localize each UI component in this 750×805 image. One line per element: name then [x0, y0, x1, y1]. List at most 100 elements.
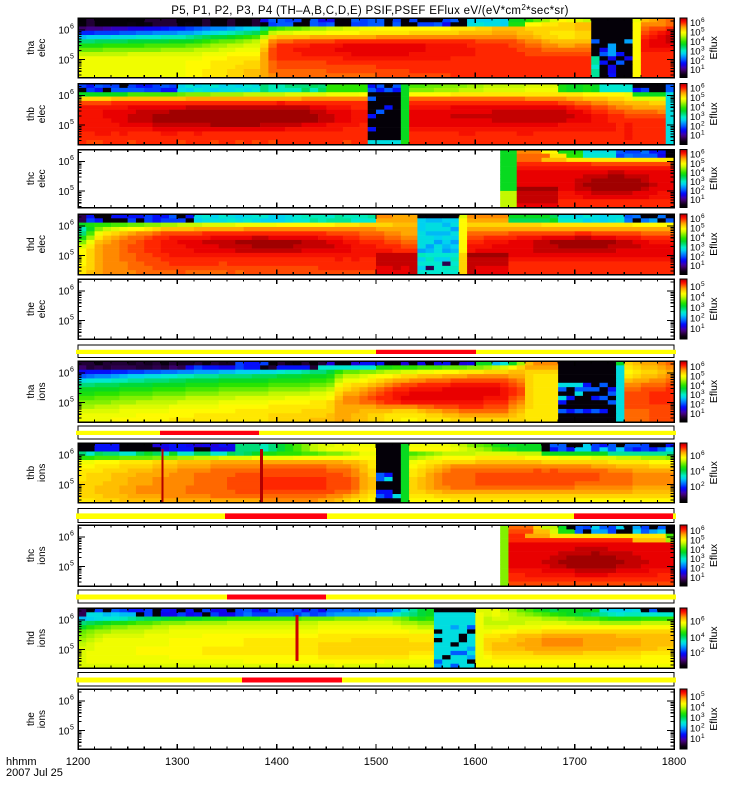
svg-text:Eflux: Eflux	[708, 102, 720, 126]
svg-text:5: 5	[70, 479, 74, 486]
svg-text:10: 10	[58, 481, 70, 492]
svg-text:10: 10	[690, 314, 701, 325]
svg-text:10: 10	[690, 724, 701, 735]
svg-text:1200: 1200	[66, 756, 90, 768]
svg-text:elec: elec	[37, 169, 48, 187]
svg-text:10: 10	[690, 703, 701, 714]
svg-text:Eflux: Eflux	[708, 379, 720, 403]
svg-text:3: 3	[701, 302, 705, 309]
svg-text:4: 4	[701, 102, 705, 109]
svg-text:10: 10	[690, 303, 701, 314]
svg-text:5: 5	[701, 92, 705, 99]
svg-text:10: 10	[690, 233, 701, 244]
svg-text:2: 2	[701, 563, 705, 570]
svg-text:6: 6	[70, 220, 74, 227]
svg-text:10: 10	[58, 91, 70, 102]
svg-text:5: 5	[701, 158, 705, 165]
svg-text:1600: 1600	[463, 756, 487, 768]
svg-text:2: 2	[701, 313, 705, 320]
svg-text:10: 10	[690, 195, 701, 206]
svg-text:6: 6	[70, 155, 74, 162]
svg-text:ions: ions	[37, 382, 48, 400]
svg-text:6: 6	[70, 24, 74, 31]
svg-text:10: 10	[690, 324, 701, 335]
svg-text:10: 10	[690, 56, 701, 67]
svg-text:Eflux: Eflux	[708, 232, 720, 256]
svg-text:2: 2	[701, 399, 705, 406]
svg-text:10: 10	[58, 616, 70, 627]
svg-text:5: 5	[70, 397, 74, 404]
svg-text:6: 6	[701, 83, 705, 90]
svg-text:10: 10	[690, 713, 701, 724]
svg-text:Eflux: Eflux	[708, 460, 720, 484]
svg-text:3: 3	[701, 389, 705, 396]
svg-text:10: 10	[690, 467, 701, 478]
svg-text:10: 10	[690, 93, 701, 104]
svg-text:5: 5	[70, 315, 74, 322]
svg-text:10: 10	[690, 150, 701, 161]
svg-text:10: 10	[690, 381, 701, 392]
svg-text:Eflux: Eflux	[708, 543, 720, 567]
svg-text:10: 10	[58, 727, 70, 738]
svg-text:elec: elec	[37, 105, 48, 123]
svg-text:1: 1	[701, 194, 705, 201]
svg-text:10: 10	[690, 617, 701, 628]
svg-text:4: 4	[701, 466, 705, 473]
svg-text:5: 5	[70, 250, 74, 257]
svg-text:10: 10	[690, 28, 701, 39]
svg-text:3: 3	[701, 45, 705, 52]
svg-text:4: 4	[701, 544, 705, 551]
svg-text:hhmm: hhmm	[6, 756, 37, 768]
svg-text:10: 10	[690, 282, 701, 293]
svg-text:thc: thc	[26, 549, 37, 562]
svg-text:6: 6	[70, 285, 74, 292]
svg-text:10: 10	[58, 369, 70, 380]
svg-text:2: 2	[701, 251, 705, 258]
svg-text:6: 6	[70, 695, 74, 702]
svg-text:4: 4	[701, 292, 705, 299]
svg-text:10: 10	[690, 37, 701, 48]
svg-text:Eflux: Eflux	[708, 166, 720, 190]
svg-text:ions: ions	[37, 464, 48, 482]
svg-text:5: 5	[70, 119, 74, 126]
svg-text:6: 6	[70, 449, 74, 456]
svg-text:10: 10	[58, 157, 70, 168]
svg-text:10: 10	[690, 400, 701, 411]
svg-text:6: 6	[701, 17, 705, 24]
svg-text:10: 10	[690, 482, 701, 493]
svg-text:10: 10	[690, 168, 701, 179]
svg-text:10: 10	[58, 563, 70, 574]
svg-text:10: 10	[690, 112, 701, 123]
svg-text:thb: thb	[26, 465, 37, 479]
svg-text:10: 10	[690, 131, 701, 142]
svg-text:tha: tha	[26, 40, 37, 54]
svg-text:10: 10	[690, 692, 701, 703]
svg-text:10: 10	[690, 633, 701, 644]
svg-text:Eflux: Eflux	[708, 707, 720, 731]
svg-text:the: the	[26, 712, 37, 726]
svg-text:6: 6	[70, 367, 74, 374]
svg-text:1700: 1700	[562, 756, 586, 768]
svg-text:thd: thd	[26, 631, 37, 645]
svg-text:4: 4	[701, 36, 705, 43]
svg-text:10: 10	[690, 371, 701, 382]
svg-text:10: 10	[690, 390, 701, 401]
svg-text:elec: elec	[37, 300, 48, 318]
svg-text:10: 10	[58, 26, 70, 37]
svg-text:10: 10	[690, 362, 701, 373]
svg-text:10: 10	[690, 564, 701, 575]
svg-text:10: 10	[58, 533, 70, 544]
svg-text:10: 10	[690, 46, 701, 57]
svg-text:10: 10	[58, 451, 70, 462]
svg-text:10: 10	[690, 18, 701, 29]
svg-text:1: 1	[701, 323, 705, 330]
svg-text:ions: ions	[37, 710, 48, 728]
svg-text:3: 3	[701, 241, 705, 248]
svg-text:1500: 1500	[364, 756, 388, 768]
svg-text:10: 10	[690, 84, 701, 95]
svg-text:Eflux: Eflux	[708, 626, 720, 650]
svg-text:5: 5	[701, 27, 705, 34]
svg-text:3: 3	[701, 712, 705, 719]
svg-text:10: 10	[690, 545, 701, 556]
svg-text:P5, P1, P2, P3, P4 (TH–A,B,C,D: P5, P1, P2, P3, P4 (TH–A,B,C,D,E) PSIF,P…	[171, 3, 568, 17]
